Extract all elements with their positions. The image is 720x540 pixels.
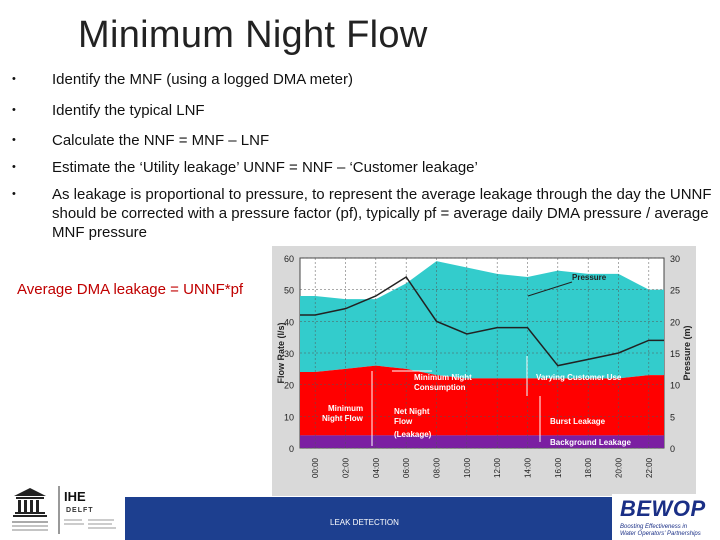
y-tick-label: 40	[284, 317, 294, 327]
bullet-marker: •	[12, 73, 16, 85]
x-tick-label: 10:00	[463, 457, 472, 478]
bullet-item: • As leakage is proportional to pressure,…	[12, 185, 712, 242]
annotation-burst: Burst Leakage	[550, 417, 606, 426]
footer-label: LEAK DETECTION	[330, 518, 399, 527]
annotation-mnc-line2: Consumption	[414, 383, 466, 392]
slide-title: Minimum Night Flow	[78, 14, 428, 56]
y2-tick-label: 5	[670, 412, 675, 422]
y-tick-label: 50	[284, 286, 294, 296]
mnf-chart: 60 50 40 30 20 10 0 30 25 20 15 10 5 0 00:00 02:00 04:00…	[272, 246, 696, 496]
bullet-item: • Calculate the NNF = MNF – LNF	[12, 131, 712, 150]
annotation-pressure: Pressure	[572, 273, 607, 282]
x-tick-label: 04:00	[372, 457, 381, 478]
bullet-marker: •	[12, 161, 16, 173]
annotation-nnf-line3: (Leakage)	[394, 430, 432, 439]
x-tick-label: 20:00	[615, 457, 624, 478]
area-varying-customer-use	[300, 261, 664, 379]
series-line-pressure	[300, 275, 664, 367]
bullet-marker: •	[12, 134, 16, 146]
unesco-ihe-logo: IHE DELFT	[12, 486, 116, 534]
y2-tick-label: 30	[670, 254, 680, 264]
annotation-background: Background Leakage	[550, 438, 631, 447]
y-axis-label: Flow Rate (l/s)	[276, 322, 286, 383]
annotation-nnf-line1: Net Night	[394, 407, 430, 416]
x-tick-label: 22:00	[645, 457, 654, 478]
y2-tick-label: 0	[670, 444, 675, 454]
y-tick-label: 10	[284, 412, 294, 422]
bullet-marker: •	[12, 104, 16, 116]
y2-axis-label: Pressure (m)	[682, 325, 692, 380]
bullet-item: • Identify the MNF (using a logged DMA me…	[12, 70, 712, 89]
bullet-item: • Estimate the ‘Utility leakage’ UNNF = N…	[12, 158, 712, 177]
annotation-pressure-leader	[527, 281, 573, 297]
y-tick-label: 30	[284, 349, 294, 359]
y2-tick-label: 15	[670, 349, 680, 359]
x-tick-label: 02:00	[342, 457, 351, 478]
annotation-varying-use: Varying Customer Use	[536, 373, 622, 382]
delft-wordmark: DELFT	[66, 507, 94, 514]
x-tick-label: 18:00	[584, 457, 593, 478]
x-tick-label: 08:00	[433, 457, 442, 478]
annotation-nnf-line2: Flow	[394, 417, 413, 426]
y-tick-label: 60	[284, 254, 294, 264]
annotation-mnc-line1: Minimum Night	[414, 373, 472, 382]
average-leakage-formula: Average DMA leakage = UNNF*pf	[17, 281, 244, 298]
bullet-text: Calculate the NNF = MNF – LNF	[52, 132, 270, 149]
y-tick-label: 0	[289, 444, 294, 454]
bullet-text: Identify the typical LNF	[52, 102, 205, 119]
y2-tick-label: 10	[670, 381, 680, 391]
area-burst-leakage	[300, 365, 664, 436]
bullet-text: Identify the MNF (using a logged DMA met…	[52, 71, 353, 88]
bewop-tagline-line1: Boosting Effectiveness in	[620, 524, 688, 530]
bullet-text: As leakage is proportional to pressure, …	[52, 186, 712, 241]
bullet-text: Estimate the ‘Utility leakage’ UNNF = NN…	[52, 159, 478, 176]
x-tick-label: 06:00	[402, 457, 411, 478]
x-tick-label: 12:00	[493, 457, 502, 478]
bewop-tagline: Boosting Effectiveness in Water Operator…	[620, 524, 701, 538]
bullet-item: • Identify the typical LNF	[12, 101, 712, 120]
annotation-mnf-line2: Night Flow	[322, 414, 364, 423]
bullet-marker: •	[12, 188, 16, 200]
bullet-list: • Identify the MNF (using a logged DMA me…	[12, 66, 712, 242]
temple-icon	[12, 488, 48, 531]
x-tick-label: 16:00	[554, 457, 563, 478]
bewop-wordmark: BEWOP	[620, 496, 706, 521]
area-background-leakage	[300, 435, 664, 448]
ihe-wordmark: IHE	[64, 489, 86, 504]
y2-tick-label: 20	[670, 317, 680, 327]
bewop-logo: BEWOP Boosting Effectiveness in Water Op…	[612, 494, 720, 540]
x-tick-label: 00:00	[311, 457, 320, 478]
bewop-tagline-line2: Water Operators' Partnerships	[620, 531, 701, 537]
y-tick-label: 20	[284, 381, 294, 391]
annotation-mnf-line1: Minimum	[328, 404, 363, 413]
x-tick-label: 14:00	[524, 457, 533, 478]
y2-tick-label: 25	[670, 286, 680, 296]
